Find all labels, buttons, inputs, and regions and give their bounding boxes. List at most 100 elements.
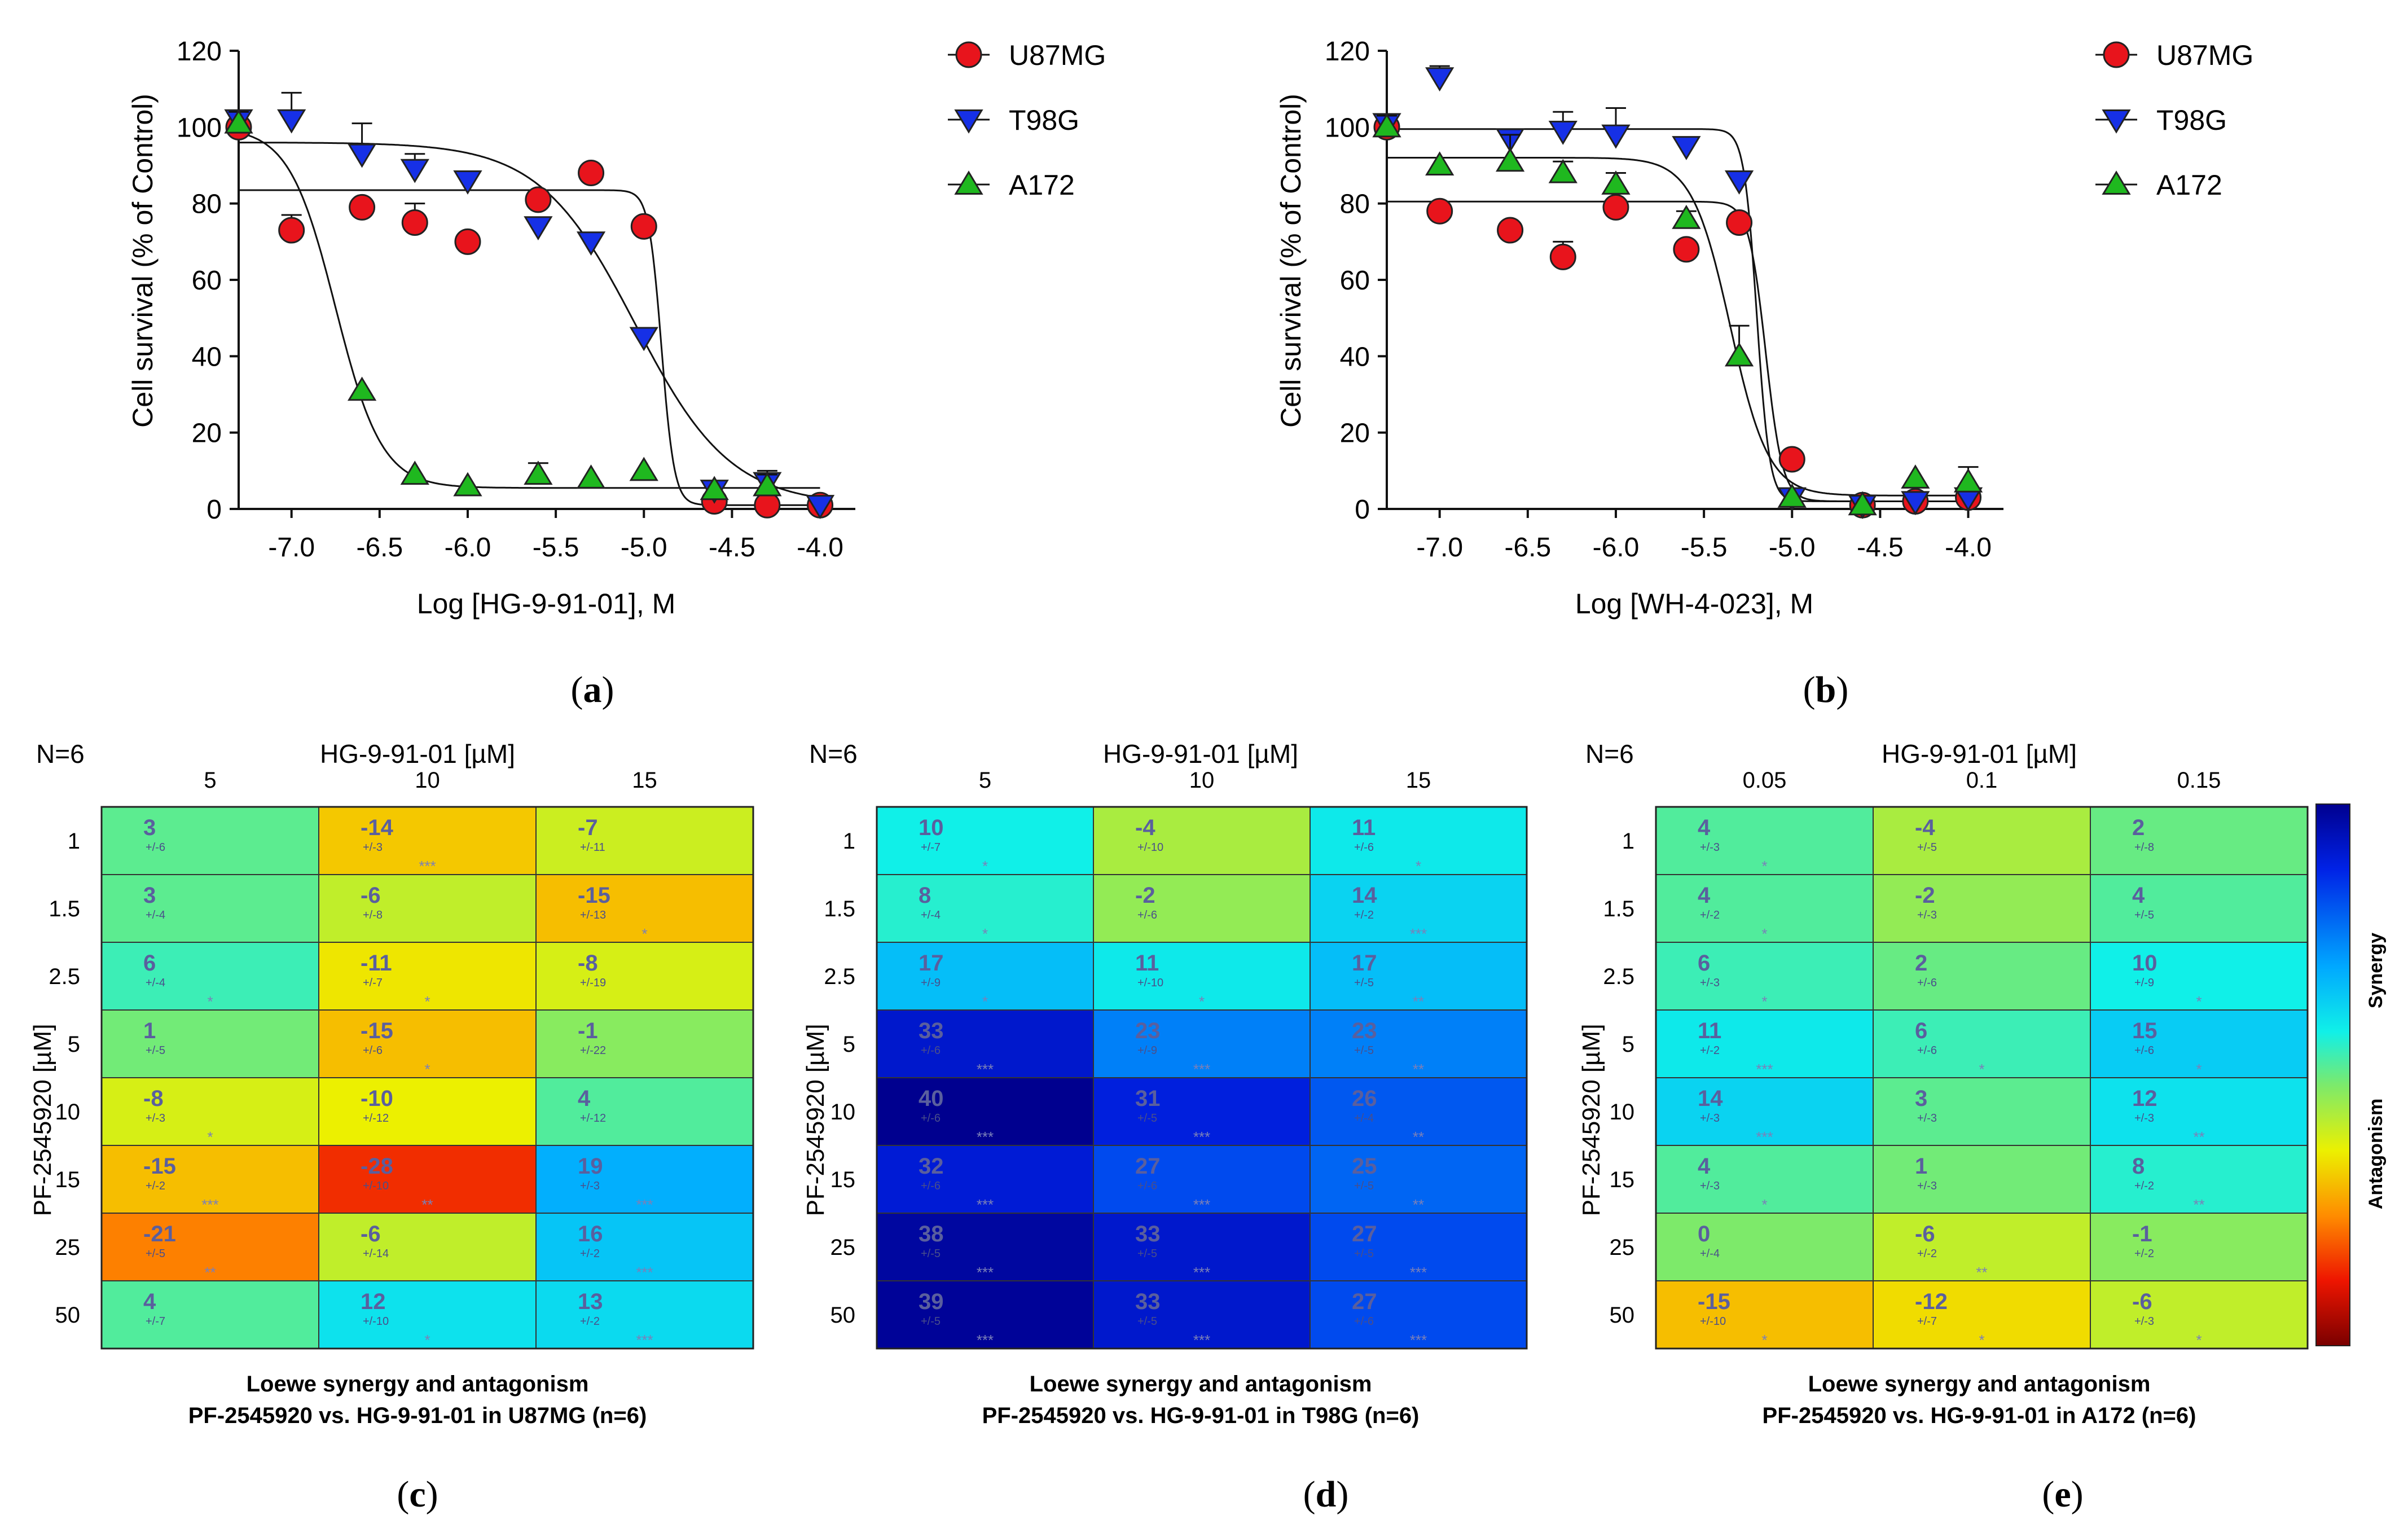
- legend-marker-u87mg: [955, 41, 982, 68]
- cell-value: 12: [2132, 1086, 2157, 1111]
- legend-label-a172: A172: [2156, 169, 2222, 201]
- data-point-t98g: [1672, 136, 1701, 160]
- cell-error: +/-7: [363, 977, 383, 989]
- heatmap-cell: [1310, 874, 1527, 943]
- heatmap-cell: [318, 1280, 537, 1349]
- cell-value: -15: [143, 1154, 176, 1179]
- cell-error: +/-5: [1354, 1180, 1374, 1192]
- heatmap-cell: [1093, 1280, 1311, 1349]
- heatmap-cell: [2090, 942, 2308, 1011]
- significance-stars: *: [207, 993, 213, 1010]
- data-point-u87mg: [454, 228, 481, 255]
- cell-error: +/-2: [2134, 1248, 2154, 1260]
- significance-stars: *: [1761, 1332, 1767, 1349]
- cell-error: +/-8: [2134, 841, 2154, 854]
- y-tick-label: 80: [1340, 190, 1370, 219]
- cell-value: -15: [1698, 1289, 1730, 1314]
- data-point-a172: [1672, 204, 1701, 229]
- cell-error: +/-14: [363, 1248, 389, 1260]
- cell-error: +/-7: [146, 1315, 165, 1328]
- cell-value: 4: [2132, 883, 2145, 908]
- cell-value: -2: [1915, 883, 1935, 908]
- row-label: 10: [831, 1100, 856, 1125]
- significance-stars: ***: [1193, 1128, 1210, 1145]
- cell-value: 4: [578, 1086, 591, 1111]
- cell-error: +/-6: [2134, 1044, 2154, 1057]
- cell-value: 0: [1698, 1222, 1710, 1246]
- cell-value: 27: [1352, 1222, 1377, 1246]
- data-point-a172: [1953, 468, 1983, 493]
- data-point-u87mg: [578, 160, 605, 187]
- caption-line2-c: PF-2545920 vs. HG-9-91-01 in U87MG (n=6): [188, 1403, 647, 1428]
- legend-label-t98g: T98G: [1009, 104, 1079, 136]
- data-point-t98g: [277, 109, 306, 134]
- significance-stars: *: [2196, 1332, 2202, 1349]
- fit-curve-a172: [1387, 157, 1968, 497]
- heatmap-cell: [318, 942, 537, 1011]
- cell-error: +/-5: [1137, 1315, 1157, 1328]
- data-point-a172: [1724, 342, 1754, 367]
- data-point-a172: [524, 460, 553, 485]
- x-tick-label: -6.0: [445, 533, 491, 563]
- cell-value: -1: [2132, 1222, 2152, 1246]
- x-tick-label: -4.0: [797, 533, 843, 563]
- heatmap-cell: [1873, 806, 2091, 875]
- data-point-u87mg: [1602, 194, 1629, 221]
- significance-stars: *: [641, 925, 647, 942]
- x-tick-label: -6.5: [1504, 533, 1551, 563]
- fit-curve-t98g: [1387, 128, 1968, 502]
- data-point-t98g: [1724, 170, 1754, 195]
- cell-value: -1: [578, 1018, 598, 1043]
- heatmap-cell: [1873, 1280, 2091, 1349]
- cell-value: 25: [1352, 1154, 1377, 1179]
- n-label-e: N=6: [1585, 739, 1634, 768]
- cell-error: +/-12: [363, 1112, 389, 1125]
- legend-marker-t98g: [2102, 109, 2131, 134]
- cell-value: 15: [2132, 1018, 2157, 1043]
- y-tick-label: 60: [1340, 266, 1370, 296]
- cell-error: +/-9: [921, 977, 941, 989]
- data-point-a172: [1372, 113, 1401, 138]
- row-title-d: PF-2545920 [µM]: [802, 1024, 829, 1217]
- significance-stars: ***: [636, 1332, 653, 1349]
- cell-error: +/-9: [1137, 1044, 1157, 1057]
- significance-stars: *: [424, 1061, 430, 1078]
- data-point-u87mg: [278, 217, 305, 244]
- cell-value: 17: [1352, 951, 1377, 976]
- significance-stars: **: [1413, 1196, 1424, 1213]
- cell-value: 38: [919, 1222, 944, 1246]
- y-tick-label: 120: [177, 37, 222, 67]
- heatmap-cell: [2090, 1077, 2308, 1146]
- significance-stars: *: [1416, 858, 1421, 875]
- cell-value: 4: [1698, 883, 1711, 908]
- x-tick-label: -5.5: [1681, 533, 1728, 563]
- x-tick-label: -4.0: [1945, 533, 1992, 563]
- fit-curve-t98g: [239, 142, 820, 499]
- cell-value: -4: [1135, 815, 1155, 840]
- plot-area-b: 0 20 40 60 80 100 120 -7.0 -6.5 -6.0 -5.5 -5.0 -4.5 -…: [1325, 37, 2003, 563]
- heatmap-cell: [1655, 1213, 1874, 1281]
- heatmap-cell: [1310, 1077, 1527, 1146]
- data-point-u87mg: [1778, 446, 1805, 473]
- x-tick-label: -5.0: [1769, 533, 1816, 563]
- cell-error: +/-3: [1700, 977, 1720, 989]
- cell-value: 2: [1915, 951, 1927, 976]
- significance-stars: ***: [977, 1061, 994, 1078]
- heatmap-cell: [1873, 1145, 2091, 1214]
- panel-label-b: (b): [1803, 669, 1849, 710]
- fit-curve-u87mg: [239, 189, 820, 506]
- significance-stars: *: [1979, 1061, 1984, 1078]
- cell-error: +/-5: [1354, 1044, 1374, 1057]
- cell-error: +/-6: [921, 1044, 941, 1057]
- cell-error: +/-22: [580, 1044, 606, 1057]
- heatmap-cell: [535, 806, 754, 875]
- row-label: 10: [55, 1100, 81, 1125]
- heatmap-cell: [1093, 806, 1311, 875]
- cell-value: -14: [361, 815, 394, 840]
- column-label: 5: [204, 768, 216, 793]
- cell-value: -11: [361, 951, 392, 976]
- significance-stars: *: [1199, 993, 1205, 1010]
- heatmap-cell: [2090, 874, 2308, 943]
- cell-error: +/-11: [580, 841, 605, 854]
- significance-stars: *: [982, 925, 988, 942]
